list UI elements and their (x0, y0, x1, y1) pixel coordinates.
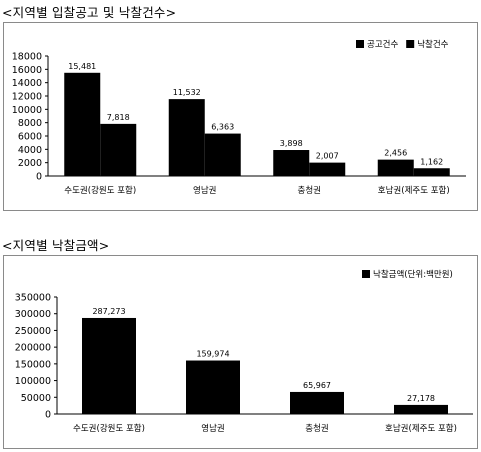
y-tick-label: 250000 (15, 326, 51, 337)
bar-1 (377, 159, 414, 176)
y-tick-label: 14000 (12, 78, 42, 89)
bar-2 (309, 162, 346, 176)
y-tick-label: 100000 (15, 376, 51, 387)
bar-1 (290, 391, 344, 414)
y-tick-label: 350000 (15, 293, 51, 304)
bar-1 (82, 317, 136, 414)
bar-1 (186, 360, 240, 414)
legend-swatch-2 (406, 40, 415, 48)
legend-label-1: 낙찰금액(단위:백만원) (373, 269, 453, 280)
y-tick-label: 4000 (18, 145, 42, 156)
bar-2 (204, 133, 241, 176)
y-tick-label: 200000 (15, 343, 51, 354)
x-tick-label: 영남권 (201, 423, 224, 434)
bar-1 (273, 150, 310, 176)
bar-1 (64, 72, 101, 176)
legend-swatch-1 (356, 40, 364, 48)
chart1-title: <지역별 입찰공고 및 낙찰건수> (2, 5, 177, 20)
y-tick-label: 12000 (12, 92, 42, 103)
y-tick-label: 300000 (15, 309, 51, 320)
y-tick-label: 2000 (18, 158, 42, 169)
chart2-svg: 0 50000 100000 150000 200000 250000 300000 3500… (15, 269, 473, 434)
y-tick-label: 18000 (12, 52, 42, 63)
y-tick-label: 0 (36, 172, 42, 183)
y-tick-label: 6000 (18, 132, 42, 143)
bar-1 (168, 99, 205, 176)
data-label: 65,967 (303, 381, 331, 390)
chart1-svg: 0 2000 4000 6000 8000 10000 12000 14000 16000 180… (12, 39, 466, 196)
x-tick-label: 수도권(강원도 포함) (64, 185, 136, 196)
data-label: 6,363 (211, 123, 234, 132)
y-tick-label: 50000 (21, 393, 51, 404)
y-tick-label: 150000 (15, 359, 51, 370)
bar-2 (413, 168, 450, 176)
y-tick-label: 16000 (12, 65, 42, 76)
legend-swatch-1 (362, 270, 370, 278)
data-label: 287,273 (92, 307, 125, 316)
legend-label-1: 공고건수 (367, 39, 398, 50)
legend-label-2: 낙찰건수 (417, 39, 448, 50)
y-tick-label: 8000 (18, 118, 42, 129)
x-tick-label: 충청권 (305, 423, 328, 434)
chart2-title: <지역별 낙찰금액> (2, 238, 110, 253)
chart1-frame: 0 2000 4000 6000 8000 10000 12000 14000 16000 180… (3, 22, 478, 211)
bar-1 (394, 404, 448, 414)
x-tick-label: 호남권(제주도 포함) (378, 185, 450, 196)
bar-2 (100, 123, 137, 176)
x-tick-label: 수도권(강원도 포함) (73, 423, 145, 434)
data-label: 11,532 (173, 88, 201, 97)
data-label: 15,481 (68, 62, 96, 71)
data-label: 3,898 (280, 139, 303, 148)
data-label: 27,178 (407, 394, 435, 403)
y-tick-label: 10000 (12, 105, 42, 116)
chart2-frame: 0 50000 100000 150000 200000 250000 300000 3500… (3, 255, 478, 449)
x-tick-label: 호남권(제주도 포함) (385, 423, 457, 434)
x-tick-label: 영남권 (193, 185, 216, 196)
data-label: 159,974 (196, 350, 229, 359)
data-label: 7,818 (107, 113, 130, 122)
x-tick-label: 충청권 (298, 185, 321, 196)
data-label: 2,456 (384, 149, 407, 158)
data-label: 2,007 (316, 152, 339, 161)
y-tick-label: 0 (45, 410, 51, 421)
data-label: 1,162 (420, 157, 443, 166)
